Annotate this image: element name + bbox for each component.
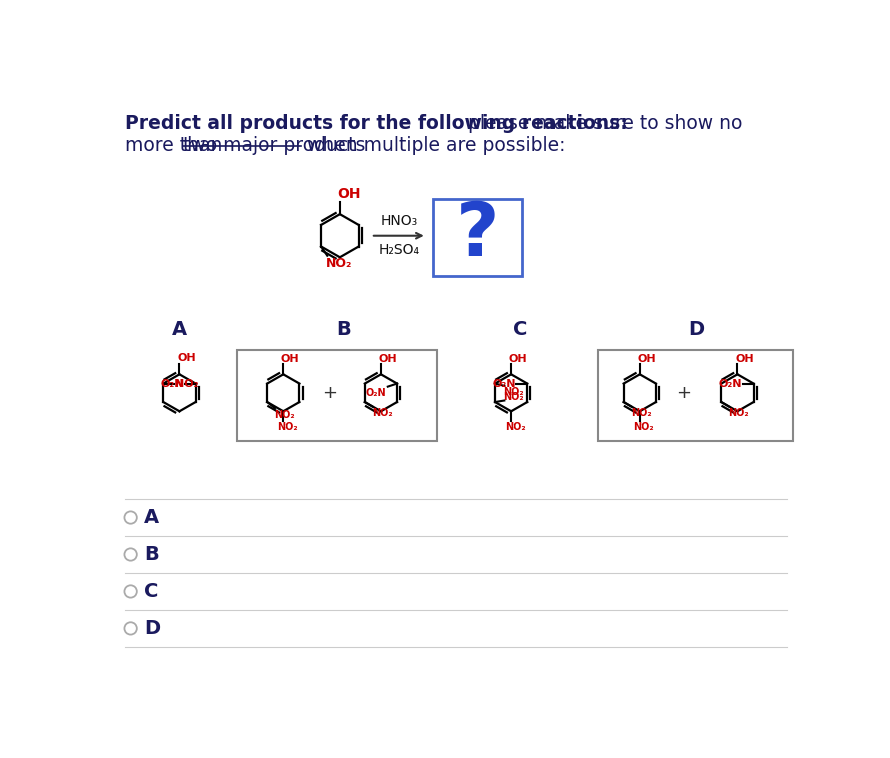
Text: HNO₃: HNO₃ — [380, 214, 417, 228]
Text: +: + — [322, 384, 337, 402]
Text: OH: OH — [735, 353, 754, 364]
Text: B: B — [336, 321, 352, 340]
Bar — [598, 349, 793, 440]
Text: NO₂: NO₂ — [372, 409, 392, 418]
Text: ?: ? — [456, 199, 499, 272]
Text: NO₂: NO₂ — [504, 392, 524, 402]
Text: A: A — [172, 321, 187, 340]
Text: A: A — [144, 508, 159, 527]
Text: NO₂: NO₂ — [634, 422, 654, 432]
Bar — [237, 349, 437, 440]
Bar — [433, 199, 522, 276]
Text: OH: OH — [177, 352, 196, 363]
Text: NO₂: NO₂ — [175, 378, 198, 389]
Text: O₂N: O₂N — [492, 378, 515, 389]
Text: OH: OH — [378, 353, 397, 364]
Text: C: C — [144, 582, 158, 601]
Text: Predict all products for the following reactions:: Predict all products for the following r… — [125, 114, 628, 133]
Text: NO₂: NO₂ — [326, 257, 352, 271]
Text: OH: OH — [637, 353, 656, 364]
Text: H₂SO₄: H₂SO₄ — [378, 243, 419, 258]
Text: more than: more than — [125, 136, 229, 155]
Text: NO₂: NO₂ — [274, 410, 295, 420]
Text: O₂N: O₂N — [366, 388, 386, 398]
Text: D: D — [144, 619, 160, 638]
Text: OH: OH — [281, 353, 300, 364]
Text: O₂N: O₂N — [160, 378, 184, 389]
Text: D: D — [688, 321, 705, 340]
Text: NO₂: NO₂ — [631, 409, 651, 418]
Text: NO₂: NO₂ — [277, 422, 298, 432]
Text: NO₂: NO₂ — [504, 387, 524, 397]
Text: OH: OH — [509, 353, 528, 364]
Text: C: C — [514, 321, 528, 340]
Text: when multiple are possible:: when multiple are possible: — [301, 136, 566, 155]
Text: +: + — [676, 384, 691, 402]
Text: O₂N: O₂N — [718, 378, 742, 389]
Text: OH: OH — [336, 187, 360, 201]
Text: please make sure to show no: please make sure to show no — [462, 114, 742, 133]
Text: two major products: two major products — [183, 136, 366, 155]
Text: NO₂: NO₂ — [505, 422, 526, 432]
Text: B: B — [144, 545, 158, 564]
Text: NO₂: NO₂ — [728, 409, 749, 418]
